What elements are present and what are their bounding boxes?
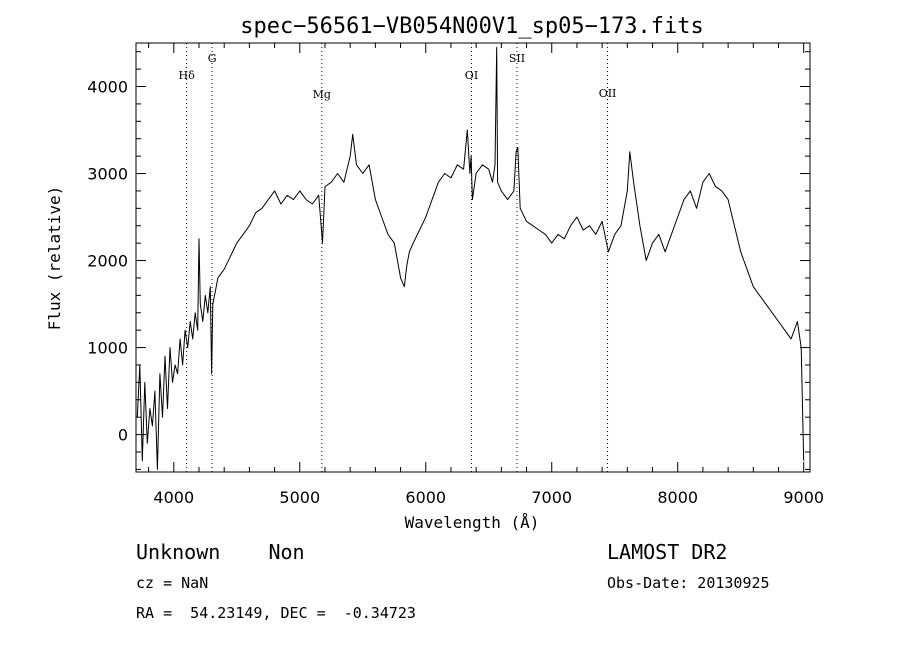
x-tick-label: 9000 xyxy=(783,488,824,507)
spectral-line-label: Mg xyxy=(313,88,331,101)
spectral-line-label: Hδ xyxy=(179,69,196,82)
x-tick-label: 7000 xyxy=(531,488,572,507)
y-tick-label: 3000 xyxy=(87,165,128,184)
spectral-line-label: OII xyxy=(599,87,617,100)
spectral-lines: Hδ G Mg OI SII OII xyxy=(179,43,617,472)
chart-title: spec−56561−VB054N00V1_sp05−173.fits xyxy=(240,14,704,39)
obs-date-label: Obs-Date: 20130925 xyxy=(607,574,770,592)
y-tick-label: 1000 xyxy=(87,339,128,358)
y-tick-label: 4000 xyxy=(87,78,128,97)
y-axis: 0 1000 2000 3000 4000 xyxy=(87,51,810,470)
x-tick-label: 8000 xyxy=(657,488,698,507)
x-tick-label: 6000 xyxy=(405,488,446,507)
spectral-line-label: OI xyxy=(465,69,478,82)
x-axis-label: Wavelength (Å) xyxy=(405,513,540,532)
y-tick-label: 2000 xyxy=(87,252,128,271)
spectral-line-label: G xyxy=(208,52,217,65)
y-tick-label: 0 xyxy=(118,426,128,445)
y-axis-label: Flux (relative) xyxy=(45,186,64,331)
spectrum-series xyxy=(136,46,805,470)
x-tick-label: 4000 xyxy=(153,488,194,507)
redshift-label: cz = NaN xyxy=(136,574,209,592)
object-class-label: Unknown Non xyxy=(136,540,305,564)
survey-label: LAMOST DR2 xyxy=(607,540,728,564)
x-tick-label: 5000 xyxy=(279,488,320,507)
plot-frame xyxy=(135,42,811,473)
coordinates-label: RA = 54.23149, DEC = -0.34723 xyxy=(136,604,416,622)
x-axis: 4000 5000 6000 7000 8000 9000 xyxy=(148,43,824,507)
spectral-line-label: SII xyxy=(509,52,525,65)
